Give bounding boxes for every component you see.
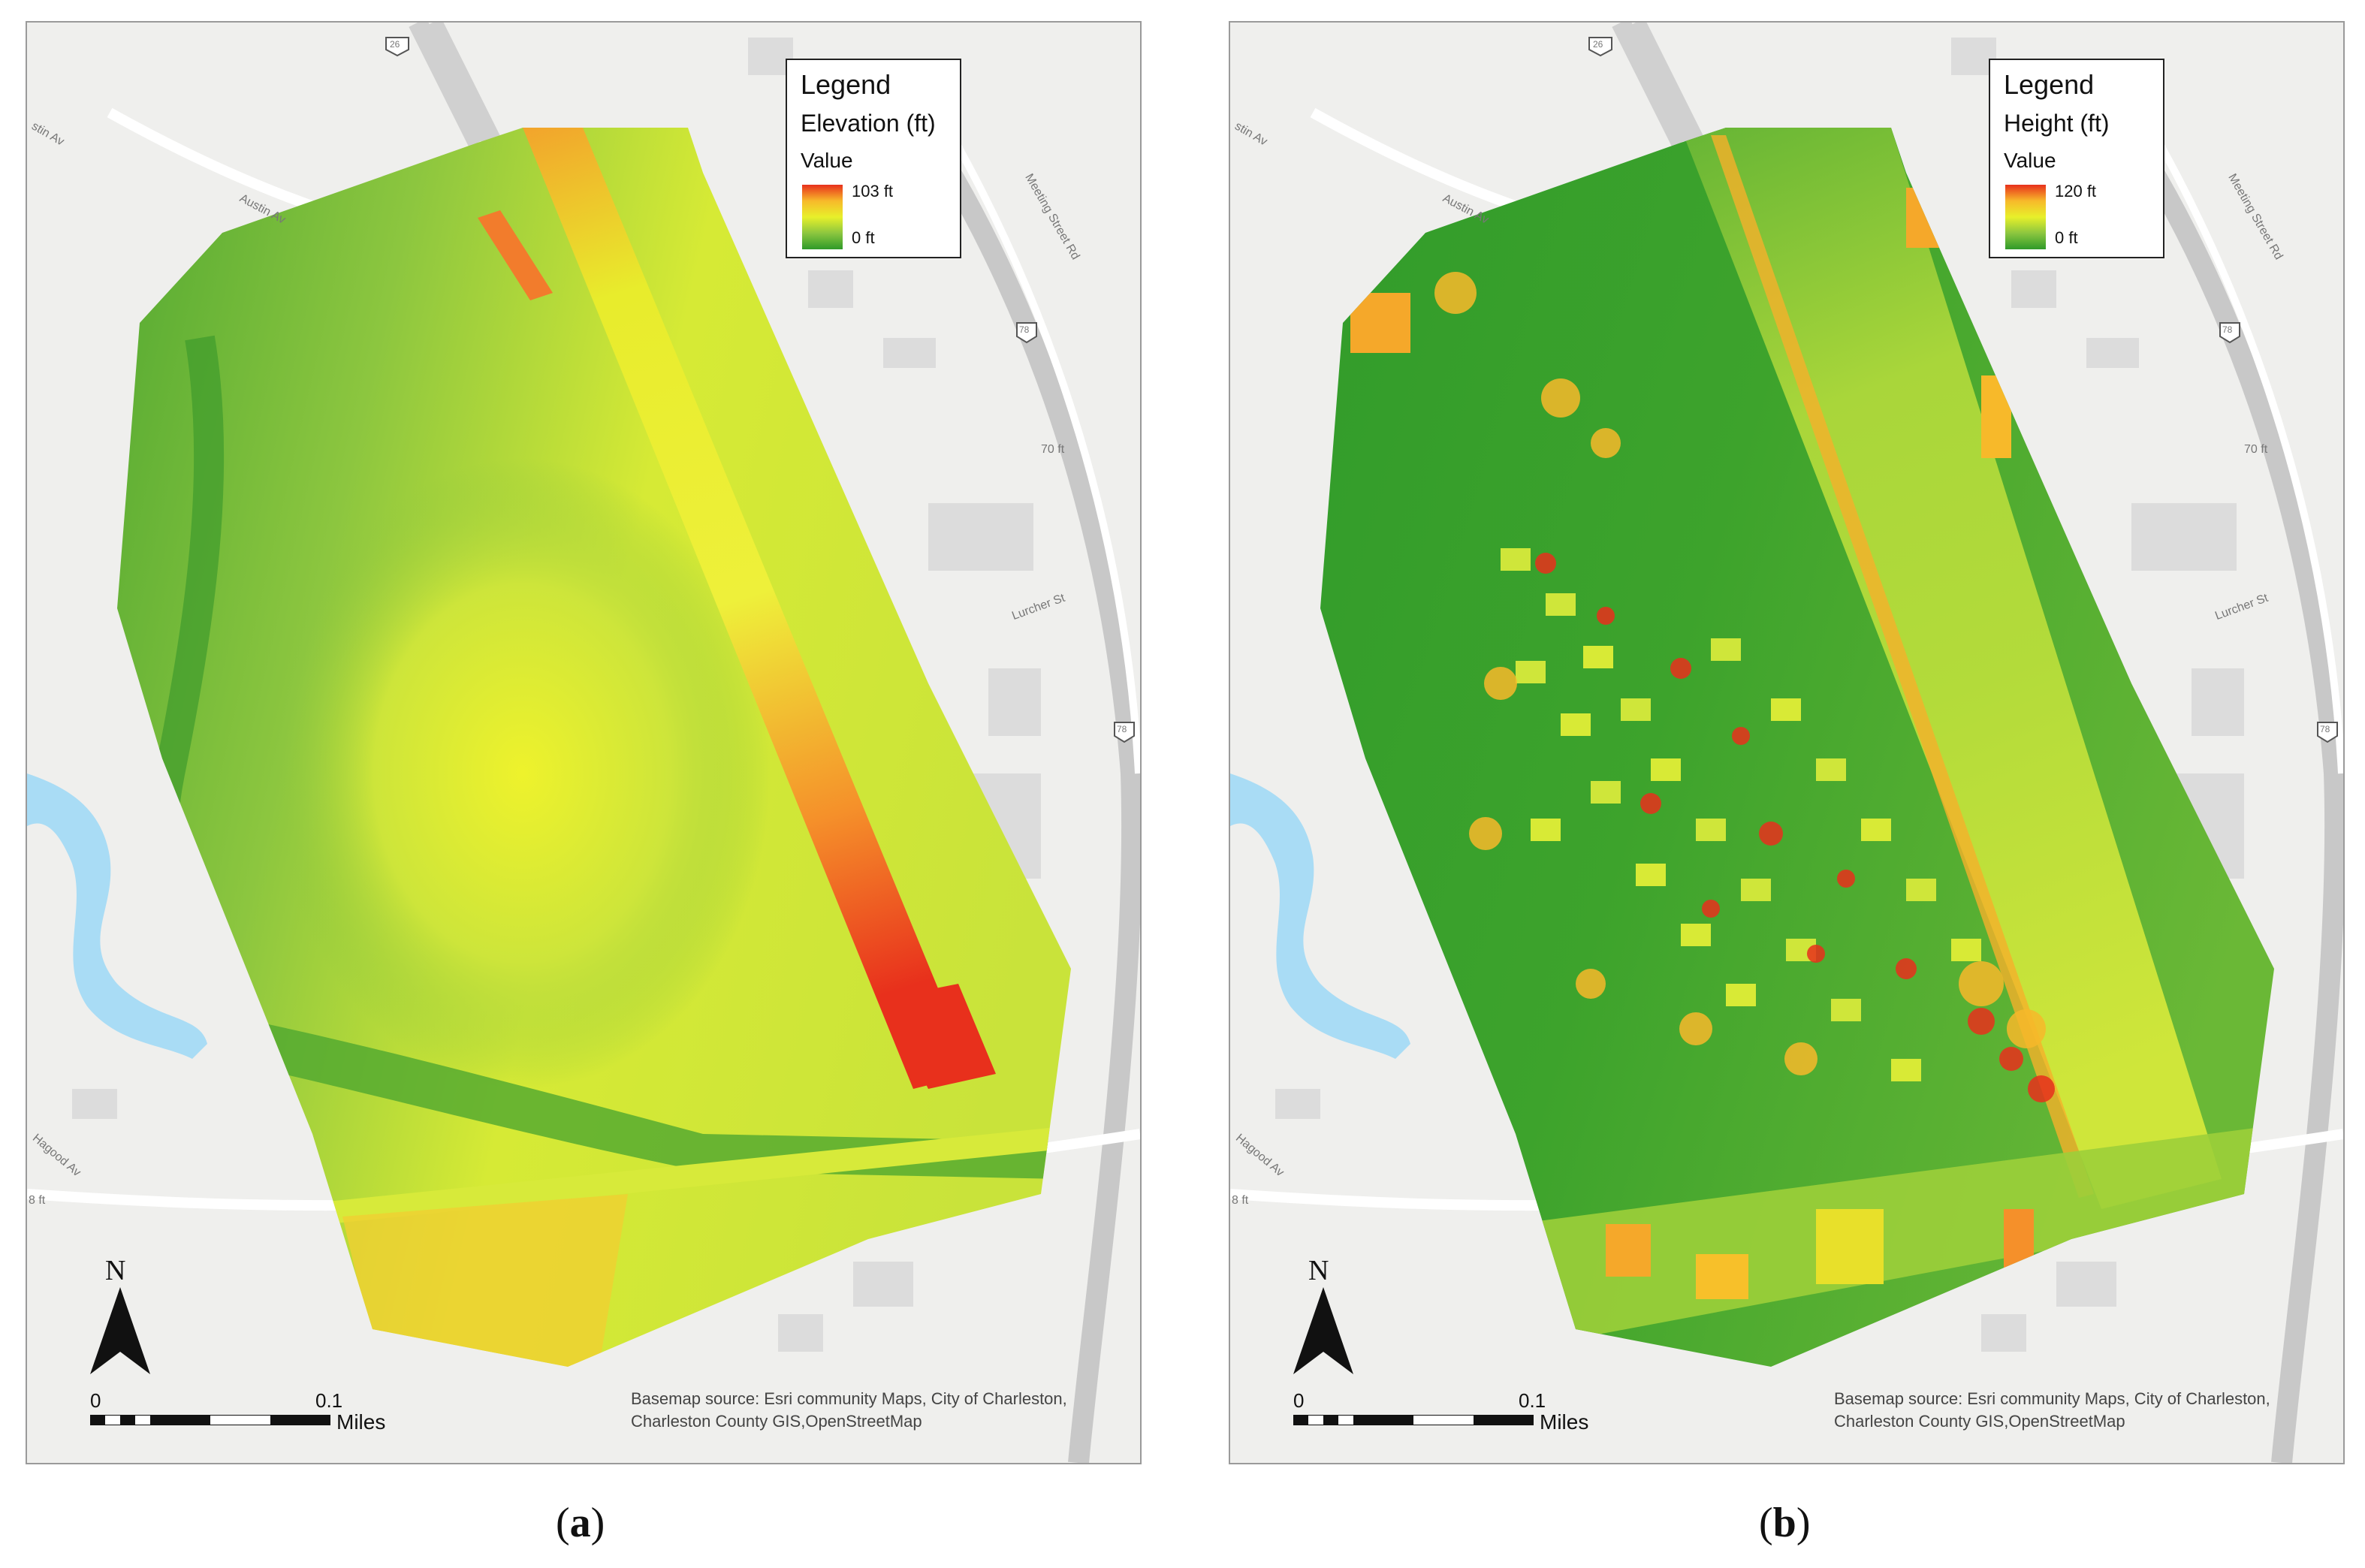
elevation-label: 70 ft — [2244, 443, 2268, 456]
north-label: N — [105, 1255, 126, 1286]
road-line — [2143, 118, 2343, 774]
legend-title: Legend — [2004, 69, 2095, 100]
shield-26-icon — [1588, 37, 1612, 57]
credit-line: Charleston County GIS,OpenStreetMap — [631, 1412, 922, 1431]
shield-78-label: 78 — [1117, 724, 1127, 734]
scale-zero: 0 — [1293, 1389, 1305, 1412]
shield-26-icon — [385, 37, 409, 57]
legend-max: 103 ft — [852, 182, 894, 201]
credit-line: Basemap source: Esri community Maps, Cit… — [1834, 1389, 2270, 1408]
north-label: N — [1308, 1255, 1329, 1286]
shield-78-label: 78 — [2320, 724, 2330, 734]
interstate-road-east — [904, 107, 1140, 1463]
shield-78-icon — [2317, 722, 2338, 743]
shield-78-icon — [1114, 722, 1135, 743]
caption-close: ) — [590, 1500, 605, 1546]
legend-min: 0 ft — [852, 228, 875, 247]
credit-line: Charleston County GIS,OpenStreetMap — [1834, 1412, 2125, 1431]
caption-open: ( — [1759, 1500, 1773, 1546]
north-arrow: N — [87, 1254, 155, 1374]
scale-zero: 0 — [90, 1389, 101, 1412]
interstate-road — [409, 23, 502, 147]
shield-78-icon — [2219, 322, 2240, 344]
credit-line: Basemap source: Esri community Maps, Cit… — [631, 1389, 1067, 1408]
shield-26-label: 26 — [1593, 39, 1603, 50]
legend-field: Elevation (ft) — [801, 110, 936, 137]
map-panel-height: 26 78 78 Austin Av stin Av Meeting Stree… — [1229, 21, 2345, 1464]
legend-color-ramp — [2005, 185, 2046, 249]
road-line — [940, 118, 1140, 774]
scale-unit: Miles — [336, 1410, 386, 1434]
scale-tenth: 0.1 — [315, 1389, 343, 1412]
caption-open: ( — [556, 1500, 570, 1546]
interstate-road-east — [2107, 107, 2343, 1463]
scale-bar: 0 0.1 Miles — [1293, 1389, 1714, 1442]
height-map — [1230, 23, 2343, 1463]
scale-bar: 0 0.1 Miles — [90, 1389, 511, 1442]
north-arrow: N — [1290, 1254, 1358, 1374]
basemap-credit: Basemap source: Esri community Maps, Cit… — [631, 1388, 1067, 1433]
caption-close: ) — [1796, 1500, 1811, 1546]
north-arrow-icon — [1293, 1287, 1353, 1374]
map-panel-elevation: 26 78 78 Austin Av stin Av Meeting Stree… — [26, 21, 1142, 1464]
scale-bar-graphic — [90, 1415, 330, 1425]
interstate-road — [1612, 23, 1705, 147]
elevation-label: 8 ft — [1232, 1194, 1249, 1207]
shield-26-label: 26 — [390, 39, 400, 50]
legend-min: 0 ft — [2055, 228, 2078, 247]
caption-b: (b) — [1759, 1499, 1810, 1547]
map-legend: Legend Height (ft) Value 120 ft 0 ft — [1989, 59, 2164, 258]
north-arrow-icon — [90, 1287, 150, 1374]
scale-unit: Miles — [1540, 1410, 1589, 1434]
caption-a: (a) — [556, 1499, 605, 1547]
shield-78-label: 78 — [2222, 324, 2233, 335]
shield-78-icon — [1016, 322, 1037, 344]
river-water — [1230, 773, 1410, 1059]
elevation-label: 70 ft — [1041, 443, 1065, 456]
shield-78-label: 78 — [1019, 324, 1030, 335]
legend-title: Legend — [801, 69, 891, 100]
basemap-credit: Basemap source: Esri community Maps, Cit… — [1834, 1388, 2270, 1433]
map-legend: Legend Elevation (ft) Value 103 ft 0 ft — [786, 59, 961, 258]
scale-tenth: 0.1 — [1519, 1389, 1546, 1412]
legend-max: 120 ft — [2055, 182, 2097, 201]
tree-canopy-mid — [1434, 272, 2046, 1075]
tree-canopy-high — [1535, 553, 2055, 1102]
legend-value-label: Value — [2004, 149, 2056, 172]
caption-letter: b — [1772, 1500, 1796, 1546]
caption-letter: a — [569, 1500, 591, 1546]
legend-value-label: Value — [801, 149, 853, 172]
legend-color-ramp — [802, 185, 843, 249]
river-water — [27, 773, 207, 1059]
scale-bar-graphic — [1293, 1415, 1534, 1425]
legend-field: Height (ft) — [2004, 110, 2110, 137]
elevation-label: 8 ft — [29, 1194, 46, 1207]
elevation-map — [27, 23, 1140, 1463]
